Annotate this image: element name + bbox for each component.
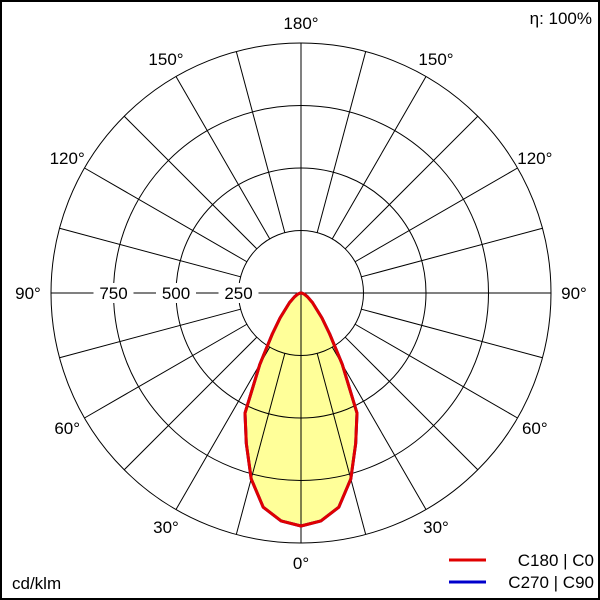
grid-spoke	[354, 167, 518, 263]
angle-label: 120°	[50, 149, 85, 168]
grid-spoke	[123, 336, 258, 471]
grid-spoke	[331, 76, 427, 240]
radial-tick-label: 500	[162, 284, 190, 303]
grid-spoke	[316, 51, 367, 233]
grid-spoke	[361, 308, 543, 359]
angle-label: 180°	[283, 14, 318, 33]
grid-spoke	[354, 323, 518, 419]
radial-tick-label: 250	[224, 284, 252, 303]
angle-label: 30°	[153, 518, 179, 537]
angle-label: 0°	[293, 554, 309, 573]
angle-label: 30°	[423, 518, 449, 537]
grid-spoke	[361, 227, 543, 278]
grid-spoke	[316, 353, 367, 535]
legend-label-0: C180 | C0	[518, 551, 594, 570]
grid-spoke	[84, 323, 248, 419]
grid-spoke	[235, 353, 286, 535]
angle-label: 150°	[148, 50, 183, 69]
tick-label-bg	[93, 283, 134, 303]
grid-spoke	[175, 76, 271, 240]
angle-label: 120°	[517, 149, 552, 168]
grid-spoke	[59, 227, 241, 278]
unit-label: cd/klm	[12, 574, 61, 593]
angle-label: 150°	[418, 50, 453, 69]
angle-label: 60°	[54, 419, 80, 438]
legend-label-1: C270 | C90	[508, 573, 594, 592]
grid-spoke	[344, 336, 479, 471]
angle-label: 90°	[561, 284, 587, 303]
grid-spoke	[331, 346, 427, 510]
efficiency-label: η: 100%	[530, 9, 592, 28]
grid-spoke	[344, 115, 479, 250]
grid-spoke	[235, 51, 286, 233]
grid-spoke	[59, 308, 241, 359]
angle-label: 60°	[522, 419, 548, 438]
tick-label-bg	[156, 283, 196, 303]
angle-label: 90°	[15, 284, 41, 303]
grid-spoke	[123, 115, 258, 250]
grid-spoke	[175, 346, 271, 510]
grid-spoke	[84, 167, 248, 263]
curve-line-0	[243, 291, 359, 528]
radial-tick-label: 750	[99, 284, 127, 303]
tick-label-bg	[218, 283, 259, 303]
